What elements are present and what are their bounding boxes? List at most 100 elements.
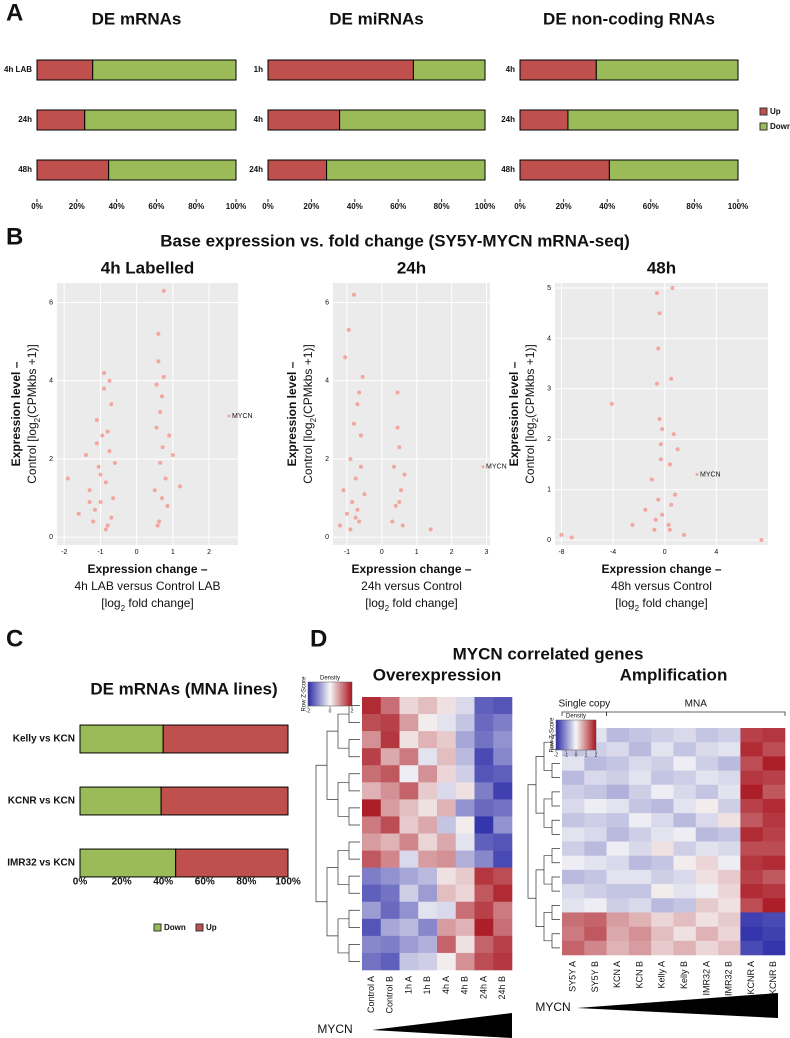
heatmap-cell: [380, 850, 400, 868]
x-tick-label: 0: [380, 549, 384, 556]
heatmap-cell: [606, 855, 630, 871]
heatmap-cell: [718, 841, 741, 856]
heatmap-cell: [474, 850, 494, 868]
x-tick-label: 0: [135, 549, 139, 556]
bar: [339, 109, 486, 131]
heatmap-cell: [474, 867, 494, 885]
column-label: Control A: [366, 976, 376, 1013]
dendrogram: [337, 918, 349, 954]
point: [344, 511, 349, 516]
heatmap-cell: [606, 926, 630, 942]
heatmap-cell: [673, 827, 697, 842]
point: [649, 477, 654, 482]
point: [159, 496, 164, 501]
heatmap-cell: [474, 833, 494, 851]
bar: [92, 59, 237, 81]
point: [98, 499, 103, 504]
x-tick-label: -1: [97, 549, 103, 556]
heatmap-cell: [455, 850, 475, 868]
heatmap-cell: [455, 867, 475, 885]
column-label: SY5Y A: [568, 961, 578, 992]
point: [392, 464, 397, 469]
heatmap-cell: [606, 728, 630, 743]
heatmap-cell: [651, 926, 674, 942]
y-tick-label: 2: [325, 456, 329, 463]
y-axis-label-part: 2: [309, 417, 318, 422]
heatmap-cell: [695, 884, 719, 899]
chart-title: 4h Labelled: [101, 258, 195, 277]
heatmap-cell: [718, 784, 741, 800]
column-label: 4h B: [460, 976, 470, 995]
column-label: 4h A: [441, 976, 451, 994]
color-key: [307, 681, 353, 707]
heatmap-cell: [418, 867, 438, 885]
heatmap-cell: [380, 816, 400, 834]
y-axis-label-part: Control [log: [25, 422, 39, 483]
heatmap-cell: [362, 833, 382, 851]
point: [360, 374, 365, 379]
category-label: 24h: [501, 115, 515, 124]
heatmap-cell: [628, 784, 652, 800]
heatmap-cell: [493, 697, 513, 715]
point: [481, 465, 485, 469]
point: [178, 484, 183, 489]
heatmap-cell: [380, 867, 400, 885]
legend-label: Up: [206, 923, 217, 932]
heatmap-cell: [362, 918, 382, 937]
point: [98, 472, 103, 477]
heatmap-cell: [399, 782, 419, 800]
dendrogram: [551, 904, 560, 920]
heatmap-cell: [474, 782, 494, 800]
heatmap-cell: [651, 813, 674, 828]
heatmap-cell: [437, 731, 457, 749]
bar: [519, 109, 569, 131]
legend-swatch: [759, 122, 768, 131]
x-tick-label: 60%: [148, 202, 164, 211]
point: [161, 288, 166, 293]
point: [358, 433, 363, 438]
heatmap-cell: [762, 756, 786, 771]
y-axis-label: Expression level –: [285, 361, 299, 466]
dendrogram: [326, 867, 338, 937]
heatmap-cell: [418, 918, 438, 937]
dendrogram: [551, 763, 560, 779]
x-axis-label: Expression change –: [601, 562, 721, 576]
y-axis-label-part: Control [log: [301, 422, 315, 483]
heatmap-cell: [380, 799, 400, 817]
heatmap-cell: [380, 782, 400, 800]
heatmap-cell: [455, 799, 475, 817]
x-tick-label: 60%: [643, 202, 659, 211]
heatmap-cell: [362, 935, 382, 954]
heatmap-cell: [362, 714, 382, 732]
heatmap-cell: [437, 816, 457, 834]
heatmap-cell: [628, 770, 652, 786]
x-tick-label: 40%: [599, 202, 615, 211]
heatmap-cell: [762, 784, 786, 800]
heatmap-cell: [762, 728, 786, 743]
dendrogram: [527, 784, 536, 899]
heatmap-cell: [380, 697, 400, 715]
legend-label: Up: [770, 107, 781, 116]
legend-swatch: [153, 923, 162, 932]
x-axis-label: [log2 fold change]: [101, 596, 194, 612]
bar: [36, 159, 110, 181]
point: [94, 417, 99, 422]
heatmap-cell: [493, 833, 513, 851]
bar: [567, 109, 739, 131]
heatmap-cell: [399, 714, 419, 732]
x-axis-label: 24h versus Control: [361, 579, 462, 593]
heatmap-cell: [399, 765, 419, 783]
category-label: 4h: [506, 65, 515, 74]
dendrogram: [543, 798, 552, 828]
gradient-wedge: [577, 993, 778, 1018]
point: [395, 425, 400, 430]
bar: [108, 159, 237, 181]
point: [107, 449, 112, 454]
heatmap-cell: [474, 765, 494, 783]
heatmap-cell: [718, 770, 741, 786]
gradient-label: MYCN: [535, 1000, 570, 1014]
point: [160, 445, 165, 450]
heatmap-cell: [695, 912, 719, 927]
heatmap-cell: [562, 940, 585, 956]
point: [656, 497, 661, 502]
